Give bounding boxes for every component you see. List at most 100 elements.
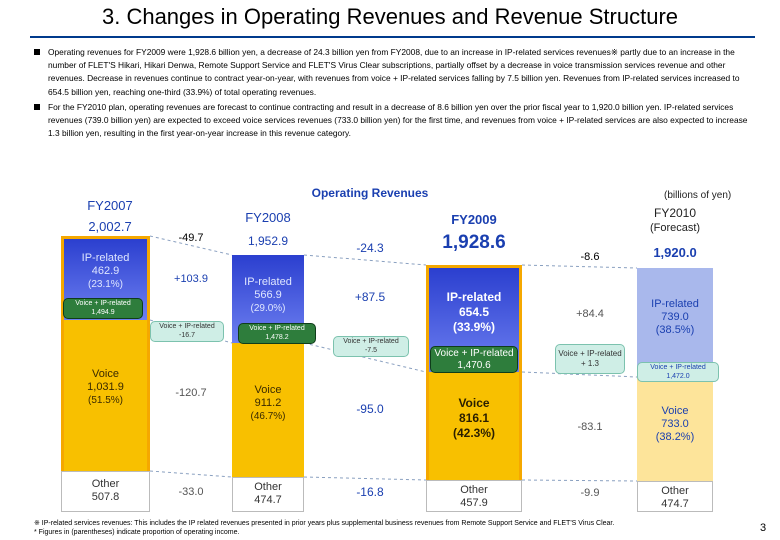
footnote-parentheses: * Figures in (parentheses) indicate prop… bbox=[34, 529, 240, 536]
change-vip-pill-1: Voice + IP-related -16.7 bbox=[150, 321, 224, 342]
voice-value: 1,031.9 bbox=[87, 381, 124, 393]
bar-voice-fy2007 bbox=[61, 320, 150, 471]
ip-pct: (33.9%) bbox=[452, 320, 496, 334]
total-fy2009: 1,928.6 bbox=[442, 232, 506, 253]
ip-value: 462.9 bbox=[91, 265, 120, 277]
bar-other-fy2008 bbox=[232, 477, 304, 512]
change-voice-2: -95.0 bbox=[356, 402, 384, 416]
year-label-fy2009: FY2009 bbox=[451, 212, 497, 227]
footnote-ip-definition: ※ IP-related services revenues: This inc… bbox=[34, 520, 615, 527]
other-name: Other bbox=[254, 481, 282, 493]
other-value: 474.7 bbox=[661, 498, 689, 510]
change-other-2: -16.8 bbox=[356, 485, 384, 499]
ip-label-fy2007: IP-related 462.9 (23.1%) bbox=[61, 252, 150, 291]
page-title: 3. Changes in Operating Revenues and Rev… bbox=[101, 4, 679, 29]
change-ip-1: +103.9 bbox=[174, 273, 208, 285]
voice-name: Voice bbox=[458, 396, 490, 410]
ip-pct: (38.5%) bbox=[655, 324, 695, 336]
voice-name: Voice bbox=[254, 384, 282, 396]
forecast-label: (Forecast) bbox=[649, 222, 701, 234]
ip-name: IP-related bbox=[446, 290, 502, 304]
change-total-3: -8.6 bbox=[580, 251, 600, 263]
total-fy2007: 2,002.7 bbox=[88, 219, 132, 234]
change-ip-3: +84.4 bbox=[576, 308, 604, 320]
vip-pill-fy2007: Voice + IP-related 1,494.9 bbox=[63, 298, 143, 319]
bar-ip-fy2010 bbox=[637, 268, 713, 377]
ip-label-fy2010: IP-related 739.0 (38.5%) bbox=[637, 298, 713, 337]
change-vip-pill-3: Voice + IP-related + 1.3 bbox=[555, 344, 625, 374]
bullet-square-icon bbox=[34, 103, 40, 110]
change-other-3: -9.9 bbox=[580, 487, 600, 499]
bar-voice-fy2008 bbox=[232, 343, 304, 477]
bullet-text: Operating revenues for FY2009 were 1,928… bbox=[48, 47, 740, 97]
change-voice-3: -83.1 bbox=[577, 421, 603, 433]
voice-name: Voice bbox=[661, 405, 689, 417]
vip-value: 1,478.2 bbox=[265, 334, 289, 341]
vip-change: -7.5 bbox=[364, 347, 378, 354]
bar-voice-fy2010 bbox=[637, 377, 713, 481]
change-other-1: -33.0 bbox=[178, 486, 204, 498]
voice-label-fy2010: Voice 733.0 (38.2%) bbox=[637, 405, 713, 444]
bar-other-fy2010 bbox=[637, 481, 713, 512]
year-label-fy2008: FY2008 bbox=[245, 210, 291, 225]
bullet-square-icon bbox=[34, 49, 40, 55]
chart-header: Operating Revenues bbox=[311, 186, 429, 200]
other-label-fy2010: Other 474.7 bbox=[637, 485, 713, 511]
vip-value: 1,472.0 bbox=[666, 373, 690, 380]
vip-pill-fy2008: Voice + IP-related 1,478.2 bbox=[238, 323, 316, 344]
voice-pct: (46.7%) bbox=[250, 411, 286, 422]
vip-name: Voice + IP-related bbox=[434, 348, 514, 359]
ip-name: IP-related bbox=[651, 298, 699, 310]
voice-value: 816.1 bbox=[458, 411, 490, 425]
vip-value: 1,470.6 bbox=[457, 360, 491, 371]
other-label-fy2009: Other 457.9 bbox=[426, 484, 522, 510]
unit-label: (billions of yen) bbox=[664, 190, 732, 201]
vip-name: Voice + IP-related bbox=[159, 323, 215, 330]
other-name: Other bbox=[460, 484, 488, 496]
change-ip-2: +87.5 bbox=[354, 290, 386, 304]
voice-value: 911.2 bbox=[254, 397, 282, 409]
other-label-fy2007: Other 507.8 bbox=[61, 478, 150, 504]
vip-change: -16.7 bbox=[179, 332, 195, 339]
ip-name: IP-related bbox=[81, 252, 130, 264]
vip-pill-fy2010: Voice + IP-related 1,472.0 bbox=[637, 362, 719, 382]
summary-bullets: Operating revenues for FY2009 were 1,928… bbox=[34, 46, 759, 142]
ip-name: IP-related bbox=[244, 276, 292, 288]
vip-name: Voice + IP-related bbox=[249, 325, 305, 332]
voice-label-fy2008: Voice 911.2 (46.7%) bbox=[232, 384, 304, 423]
ip-pct: (29.0%) bbox=[250, 303, 286, 314]
voice-label-fy2009: Voice 816.1 (42.3%) bbox=[426, 396, 522, 441]
page-number: 3 bbox=[760, 522, 767, 534]
year-label-fy2007: FY2007 bbox=[87, 198, 133, 213]
other-value: 474.7 bbox=[254, 494, 282, 506]
vip-name: Voice + IP-related bbox=[558, 349, 622, 358]
bullet-text: For the FY2010 plan, operating revenues … bbox=[48, 101, 748, 139]
ip-label-fy2008: IP-related 566.9 (29.0%) bbox=[232, 276, 304, 315]
other-value: 457.9 bbox=[460, 497, 488, 509]
bullet-1: Operating revenues for FY2009 were 1,928… bbox=[34, 46, 759, 99]
voice-label-fy2007: Voice 1,031.9 (51.5%) bbox=[61, 368, 150, 407]
vip-value: 1,494.9 bbox=[91, 309, 115, 316]
ip-pct: (23.1%) bbox=[87, 279, 123, 290]
other-value: 507.8 bbox=[91, 491, 120, 503]
change-total-2: -24.3 bbox=[356, 241, 384, 255]
total-fy2008: 1,952.9 bbox=[247, 234, 289, 248]
vip-name: Voice + IP-related bbox=[343, 338, 399, 345]
change-voice-1: -120.7 bbox=[175, 387, 207, 399]
change-vip-pill-2: Voice + IP-related -7.5 bbox=[333, 336, 409, 357]
other-name: Other bbox=[661, 485, 689, 497]
other-name: Other bbox=[91, 478, 120, 490]
ip-value: 739.0 bbox=[661, 311, 689, 323]
bar-voice-fy2009 bbox=[426, 372, 522, 480]
bar-other-fy2007 bbox=[61, 471, 150, 512]
vip-change: + 1.3 bbox=[580, 359, 599, 368]
title-divider bbox=[30, 36, 755, 38]
vip-name: Voice + IP-related bbox=[75, 300, 131, 307]
voice-pct: (51.5%) bbox=[87, 395, 123, 406]
year-label-fy2010: FY2010 bbox=[653, 206, 697, 220]
vip-pill-fy2009: Voice + IP-related 1,470.6 bbox=[430, 346, 518, 373]
other-label-fy2008: Other 474.7 bbox=[232, 481, 304, 507]
ip-value: 654.5 bbox=[458, 305, 490, 319]
voice-name: Voice bbox=[92, 368, 119, 380]
vip-name: Voice + IP-related bbox=[650, 364, 706, 371]
